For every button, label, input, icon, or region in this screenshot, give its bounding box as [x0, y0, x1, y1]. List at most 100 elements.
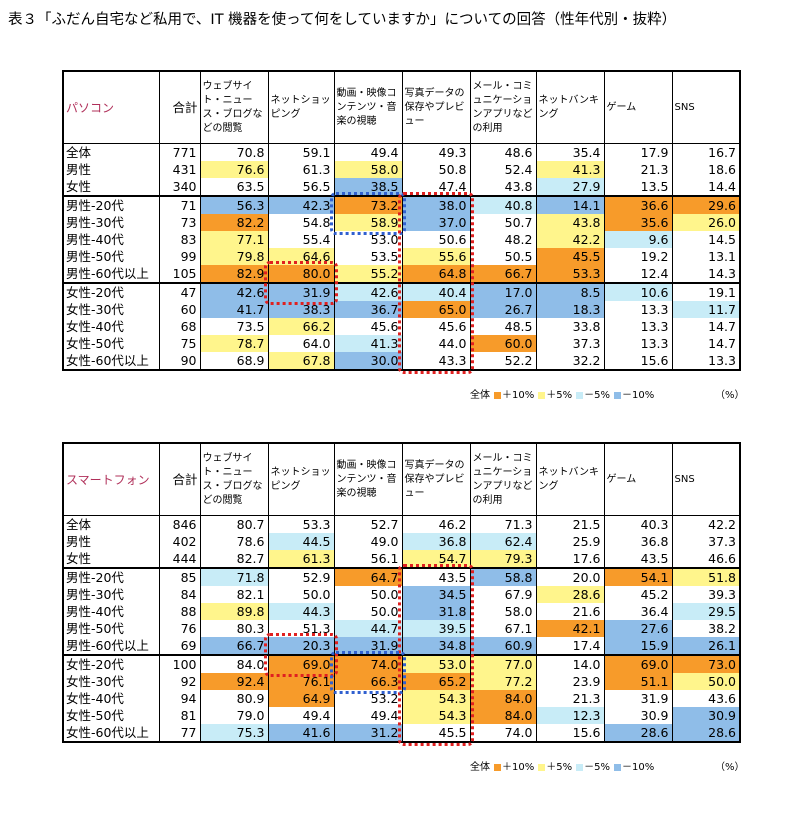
- table-cell: 71.3: [469, 515, 536, 533]
- column-header: ネットショッピング: [267, 71, 334, 144]
- table-cell: 13.3: [603, 318, 672, 335]
- table-cell: 73.5: [199, 318, 268, 335]
- table-cell: 13.3: [671, 352, 741, 371]
- table-cell: 27.9: [535, 178, 604, 196]
- table-cell: 60: [158, 301, 200, 318]
- row-label: 全体: [62, 515, 159, 533]
- table-cell: 42.6: [333, 282, 402, 301]
- table-cell: 79.3: [469, 550, 536, 568]
- table-cell: 42.3: [267, 195, 334, 214]
- table-cell: 55.2: [333, 265, 402, 283]
- table-cell: 78.7: [199, 335, 268, 352]
- table-cell: 20.0: [535, 567, 604, 586]
- table-cell: 30.9: [603, 707, 672, 724]
- table-cell: 29.6: [671, 195, 741, 214]
- table-cell: 44.5: [267, 533, 334, 550]
- table-cell: 14.7: [671, 335, 741, 352]
- table-cell: 15.6: [603, 352, 672, 371]
- column-header: メール・コミュニケーションアプリなどの利用: [469, 443, 536, 516]
- legend-label: ＋5%: [546, 390, 573, 401]
- table-cell: 69.0: [267, 654, 334, 673]
- table-cell: 62.4: [469, 533, 536, 550]
- column-header: ネットバンキング: [535, 443, 604, 516]
- table-cell: 17.4: [535, 637, 604, 655]
- table-cell: 73.0: [671, 654, 741, 673]
- table-cell: 26.1: [671, 637, 741, 655]
- table-header-row: スマートフォン 合計 ウェブサイト・ニュース・ブログなどの閲覧 ネットショッピング 動画…: [62, 443, 741, 516]
- legend-swatch: [538, 391, 546, 399]
- table-cell: 45.2: [603, 586, 672, 603]
- row-label: 女性-40代: [62, 318, 159, 335]
- table-cell: 45.6: [333, 318, 402, 335]
- table-cell: 14.0: [535, 654, 604, 673]
- table-cell: 77.2: [469, 673, 536, 690]
- table-cell: 79.0: [199, 707, 268, 724]
- table-cell: 49.4: [333, 707, 402, 724]
- table-cell: 64.7: [333, 567, 402, 586]
- table-cell: 60.0: [469, 335, 536, 352]
- table-cell: 50.8: [401, 161, 470, 178]
- table-cell: 13.1: [671, 248, 741, 265]
- column-header: メール・コミュニケーションアプリなどの利用: [469, 71, 536, 144]
- table-cell: 38.5: [333, 178, 402, 196]
- table-cell: 69.0: [603, 654, 672, 673]
- table-cell: 51.8: [671, 567, 741, 586]
- table-cell: 67.8: [267, 352, 334, 371]
- table-cell: 84.0: [199, 654, 268, 673]
- table-cell: 36.7: [333, 301, 402, 318]
- table-cell: 56.1: [333, 550, 402, 568]
- table-cell: 27.6: [603, 620, 672, 637]
- column-header: 動画・映像コンテンツ・音楽の視聴: [333, 71, 402, 144]
- table-cell: 50.0: [333, 603, 402, 620]
- legend-swatch: [613, 763, 621, 771]
- table-row: 女性-60代以上 77 75.3 41.6 31.2 45.5 74.0 15.6 28.6 28…: [62, 724, 741, 743]
- row-label: 女性-30代: [62, 673, 159, 690]
- table-cell: 82.9: [199, 265, 268, 283]
- table-cell: 21.6: [535, 603, 604, 620]
- table-cell: 80.9: [199, 690, 268, 707]
- table-cell: 41.7: [199, 301, 268, 318]
- table-cell: 100: [158, 654, 200, 673]
- table-cell: 43.3: [401, 352, 470, 371]
- table-cell: 99: [158, 248, 200, 265]
- table-cell: 15.6: [535, 724, 604, 743]
- table-cell: 37.3: [671, 533, 741, 550]
- table-cell: 90: [158, 352, 200, 371]
- column-header: ウェブサイト・ニュース・ブログなどの閲覧: [199, 71, 268, 144]
- table-row: 男性-30代 84 82.1 50.0 50.0 34.5 67.9 28.6 45.2 39.3: [62, 586, 741, 603]
- table-cell: 50.5: [469, 248, 536, 265]
- table-cell: 70.8: [199, 143, 268, 161]
- table-cell: 30.9: [671, 707, 741, 724]
- table-cell: 54.3: [401, 707, 470, 724]
- table-cell: 38.3: [267, 301, 334, 318]
- table-cell: 76.1: [267, 673, 334, 690]
- table-cell: 53.0: [333, 231, 402, 248]
- table-cell: 44.0: [401, 335, 470, 352]
- table-cell: 11.7: [671, 301, 741, 318]
- table-row: 男性-40代 88 89.8 44.3 50.0 31.8 58.0 21.6 36.4 29.5: [62, 603, 741, 620]
- table-cell: 40.4: [401, 282, 470, 301]
- table-cell: 64.9: [267, 690, 334, 707]
- legend-swatch: [576, 763, 584, 771]
- table-cell: 43.8: [469, 178, 536, 196]
- table-cell: 48.6: [469, 143, 536, 161]
- column-header: 写真データの保存やプレビュー: [401, 443, 470, 516]
- table-cell: 44.3: [267, 603, 334, 620]
- table-cell: 34.5: [401, 586, 470, 603]
- table-cell: 31.9: [603, 690, 672, 707]
- table-cell: 444: [158, 550, 200, 568]
- table-cell: 78.6: [199, 533, 268, 550]
- table-cell: 66.2: [267, 318, 334, 335]
- row-label: 女性-60代以上: [62, 724, 159, 743]
- table-cell: 58.9: [333, 214, 402, 231]
- table-cell: 36.8: [603, 533, 672, 550]
- table-cell: 54.3: [401, 690, 470, 707]
- table-cell: 21.3: [603, 161, 672, 178]
- table-cell: 44.7: [333, 620, 402, 637]
- table-cell: 38.0: [401, 195, 470, 214]
- unit-label: （%）: [715, 390, 745, 401]
- table-cell: 54.8: [267, 214, 334, 231]
- legend-swatch: [576, 391, 584, 399]
- legend-label: －5%: [584, 762, 610, 773]
- table-cell: 53.3: [535, 265, 604, 283]
